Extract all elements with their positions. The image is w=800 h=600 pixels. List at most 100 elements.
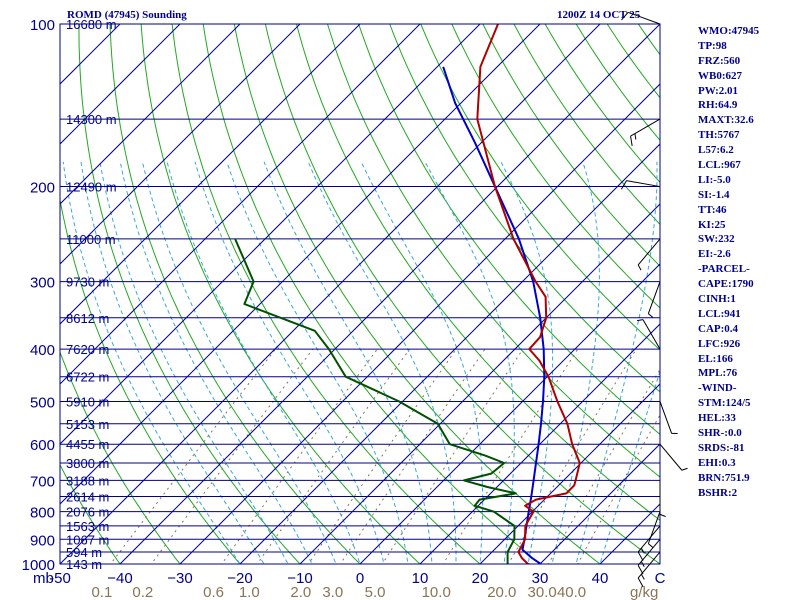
wind-barb-feather [640, 561, 645, 567]
wind-barb-feather [659, 513, 666, 517]
mixing-ratio-label: 20.0 [487, 584, 516, 600]
index-item: RH:64.9 [698, 99, 738, 112]
height-label: 14300 m [66, 112, 117, 127]
wind-barb-feather [636, 319, 644, 322]
isotherm-line [359, 263, 660, 564]
wind-barb-feather [630, 136, 633, 147]
wind-barb-staff [627, 11, 661, 25]
index-item: CINH:1 [698, 293, 736, 306]
mixing-ratio-line [256, 348, 411, 564]
wind-barb-feather [634, 133, 637, 140]
mixing-ratio-label: 0.6 [203, 584, 224, 600]
height-label: 3188 m [66, 473, 109, 488]
temp-tick-label: -50 [49, 570, 71, 587]
temp-tick-label: C [655, 570, 666, 587]
index-item: TT:46 [698, 203, 727, 216]
pressure-label: 800 [30, 505, 55, 522]
height-label: 5910 m [66, 394, 109, 409]
index-item: -WIND- [698, 382, 737, 395]
mixing-ratio-label: 3.0 [322, 584, 343, 600]
wind-barb-feather [681, 467, 688, 471]
mixing-ratio-line [307, 348, 457, 564]
isotherm-line [479, 383, 660, 564]
height-label: 5153 m [66, 417, 109, 432]
temp-tick-label: −10 [287, 570, 312, 587]
pressure-label: 400 [30, 342, 55, 359]
temp-tick-label: 10 [412, 570, 429, 587]
wind-barb-staff [637, 525, 661, 553]
moist-adiabat-line [307, 161, 457, 564]
mixing-ratio-line [577, 414, 660, 564]
wind-barb-feather [648, 313, 654, 318]
height-label: 16680 m [66, 17, 117, 32]
dry-adiabat-line [60, 350, 181, 564]
wind-barb-feather [640, 547, 645, 554]
indices-panel: WMO:47945 TP:98 FRZ:560 WB0:627 PW:2.01 RH:64… [698, 24, 759, 501]
moist-adiabat-line [599, 369, 660, 564]
isotherm-line [539, 443, 660, 564]
wind-barb-feather [637, 264, 642, 271]
isotherm-line [60, 24, 301, 265]
moist-adiabat-line [194, 161, 385, 564]
index-item: WB0:627 [698, 69, 742, 82]
moist-adiabat-line [424, 161, 515, 564]
moist-adiabat-line [575, 161, 658, 564]
wind-barb [659, 443, 688, 471]
pressure-label: 900 [30, 532, 55, 549]
height-label: 9730 m [66, 275, 109, 290]
dry-adiabat-line [233, 24, 601, 564]
index-item: MPL:76 [698, 367, 738, 380]
wind-barb-staff [659, 443, 683, 471]
mixing-ratio-label: 0.1 [91, 584, 112, 600]
pressure-label: 700 [30, 473, 55, 490]
mixing-ratio-label: 30.0 [528, 584, 557, 600]
wind-barb [637, 551, 661, 587]
temp-tick-label: 30 [532, 570, 549, 587]
mixing-ratio-label: 2.0 [290, 584, 311, 600]
mb-unit-label: mb [33, 570, 54, 587]
mixing-ratio-label: 0.2 [132, 584, 153, 600]
wind-barb-feather [620, 180, 627, 190]
index-item: MAXT:32.6 [698, 114, 754, 127]
mixing-ratio-line [150, 348, 314, 564]
wind-barb [659, 401, 678, 434]
wind-barb-staff [642, 319, 661, 350]
isotherm-line [60, 24, 541, 505]
isotherm-line [60, 24, 181, 145]
moist-adiabat-line [226, 161, 409, 564]
moist-adiabat-line [263, 161, 433, 564]
wind-barb-feather [621, 12, 629, 21]
wind-barb-staff [647, 281, 661, 314]
index-item: EL:166 [698, 352, 733, 365]
wind-barb-staff [647, 511, 661, 544]
wind-barb-staff [630, 118, 661, 137]
index-item: L57:6.2 [698, 144, 734, 157]
isotherm-line [0, 0, 25, 575]
dry-adiabat-line [773, 0, 800, 575]
moist-adiabat-line [62, 161, 241, 564]
moist-adiabat-line [119, 161, 313, 564]
sounding-title: ROMD (47945) Sounding [67, 9, 187, 21]
height-label: 1067 m [66, 532, 109, 547]
pressure-label: 200 [30, 180, 55, 197]
mixing-ratio-line [381, 348, 524, 564]
height-label: 1563 m [66, 519, 109, 534]
height-label: 7620 m [66, 342, 109, 357]
wind-barb [659, 480, 666, 517]
index-item: EI:-2.6 [698, 248, 731, 261]
pressure-label: 1000 [22, 557, 55, 574]
wind-barb-feather [640, 573, 645, 580]
mixing-ratio-label: 5.0 [365, 584, 386, 600]
wind-barb [636, 319, 661, 350]
moist-adiabat-line [551, 161, 600, 564]
dry-adiabat-line [140, 24, 421, 564]
moist-adiabat-line [360, 161, 484, 564]
index-item: BRN:751.9 [698, 471, 750, 484]
wind-barb-feather [637, 551, 644, 561]
dry-adiabat-line [171, 24, 481, 564]
height-label: 2076 m [66, 505, 109, 520]
mixing-ratio-line [221, 348, 378, 564]
wind-barb-feather [637, 577, 644, 587]
index-item: PW:2.01 [698, 84, 739, 97]
moist-adiabat-line [80, 161, 265, 564]
